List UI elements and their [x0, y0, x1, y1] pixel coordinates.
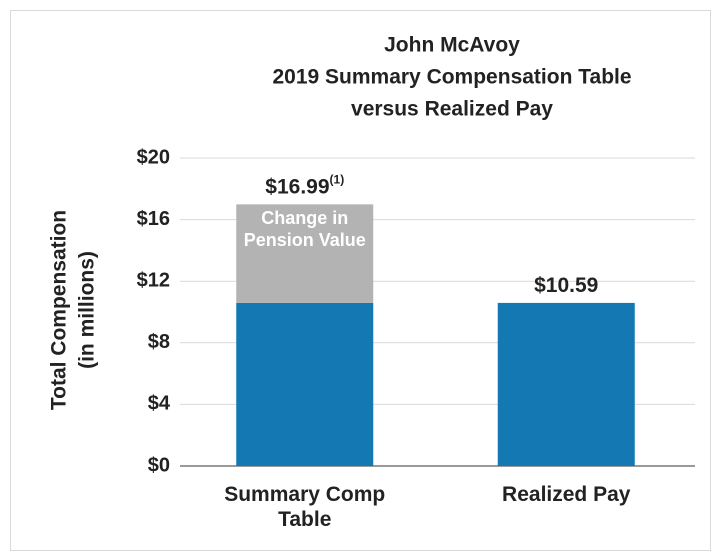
chart-title: 2019 Summary Compensation Table	[272, 66, 631, 89]
x-tick-label: Summary Comp Table	[224, 483, 386, 532]
total-label: $16.99(1)	[265, 173, 344, 198]
bar-segment	[236, 204, 374, 303]
bar-segment	[236, 302, 374, 466]
chart-title: versus Realized Pay	[351, 98, 553, 121]
total-label: $10.59	[534, 273, 598, 296]
x-tick-label: Realized Pay	[502, 483, 631, 506]
total-label-text: $10.59	[534, 273, 598, 296]
x-tick-label-box: Realized Pay	[502, 483, 631, 506]
footnote-mark: (1)	[330, 173, 345, 187]
bar-segment	[497, 302, 635, 466]
y-axis-label: (in millions)	[76, 251, 99, 369]
y-tick-label: $12	[137, 269, 170, 291]
y-tick-label: $4	[148, 393, 171, 415]
segment-label: Change in Pension Value	[243, 208, 366, 250]
y-tick-label: $8	[148, 331, 170, 353]
frame	[10, 10, 711, 551]
y-tick-label: $0	[148, 454, 170, 476]
y-axis-label: Total Compensation	[48, 210, 71, 410]
segment-label-box: Change in Pension Value	[243, 208, 366, 250]
chart-title: John McAvoy	[384, 34, 520, 57]
y-tick-label: $16	[137, 208, 170, 230]
x-tick-label-box: Summary Comp Table	[224, 483, 386, 532]
y-tick-label: $20	[137, 146, 170, 168]
total-label-text: $16.99	[265, 175, 329, 198]
